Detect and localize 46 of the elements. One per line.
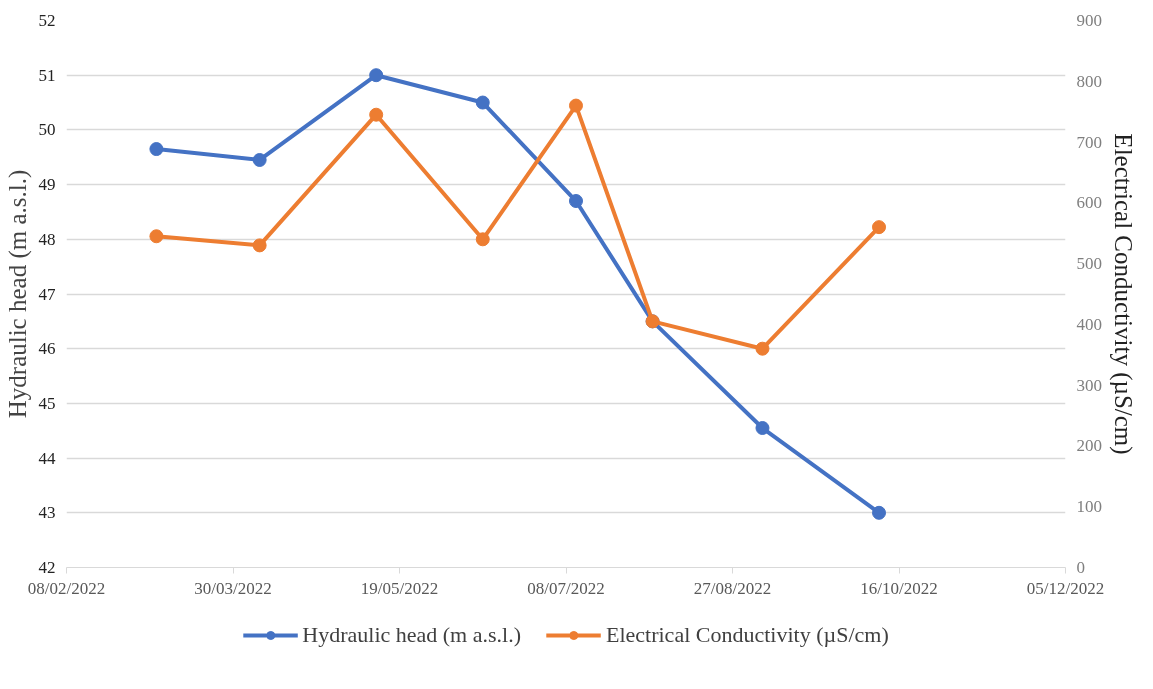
point [252,153,267,167]
point [369,107,384,122]
legend-label: Electrical Conductivity (µS/cm) [605,622,889,648]
y2-axis-title: Electrical Conductivity (µS/cm) [1109,133,1137,455]
point [872,505,887,520]
y-tick-label: 48 [38,229,56,249]
y-tick-label: 52 [38,11,56,30]
point [252,238,267,253]
y2-tick-label: 200 [1076,436,1102,456]
y-tick-label: 42 [38,558,56,577]
point [568,194,583,208]
y2-tick-label: 500 [1076,254,1102,274]
point [475,232,490,247]
x-tick-label: 08/07/2022 [527,578,605,598]
y2-tick-label: 800 [1076,71,1102,91]
y-tick-label: 51 [38,65,56,85]
y-tick-label: 45 [38,393,56,413]
x-tick-label: 30/03/2022 [194,578,272,598]
point [755,421,770,435]
y-tick-label: 43 [38,503,56,523]
x-tick-label: 08/02/2022 [27,578,106,598]
x-tick-label: 19/05/2022 [360,578,439,598]
point [475,95,490,110]
point [568,98,583,113]
y2-tick-label: 600 [1076,193,1102,213]
point [149,229,164,244]
y2-tick-label: 900 [1076,11,1102,30]
y2-tick-label: 0 [1076,558,1085,577]
point [369,68,384,83]
y-tick-label: 46 [38,339,56,359]
x-tick-label: 16/10/2022 [860,578,938,598]
y2-tick-label: 100 [1076,497,1102,517]
point [755,341,770,356]
y-tick-label: 49 [38,175,56,195]
point [872,220,887,235]
x-tick-label: 05/12/2022 [1026,578,1105,598]
y-tick-label: 50 [38,120,56,140]
y2-tick-label: 400 [1076,314,1102,334]
legend-label: Hydraulic head (m a.s.l.) [302,622,521,648]
y-tick-label: 44 [38,448,56,468]
point [149,142,164,157]
y-tick-label: 47 [38,284,56,304]
y-axis-title: Hydraulic head (m a.s.l.) [3,169,32,419]
y2-tick-label: 700 [1076,132,1102,152]
y2-tick-label: 300 [1076,375,1102,395]
x-tick-label: 27/08/2022 [693,578,772,598]
